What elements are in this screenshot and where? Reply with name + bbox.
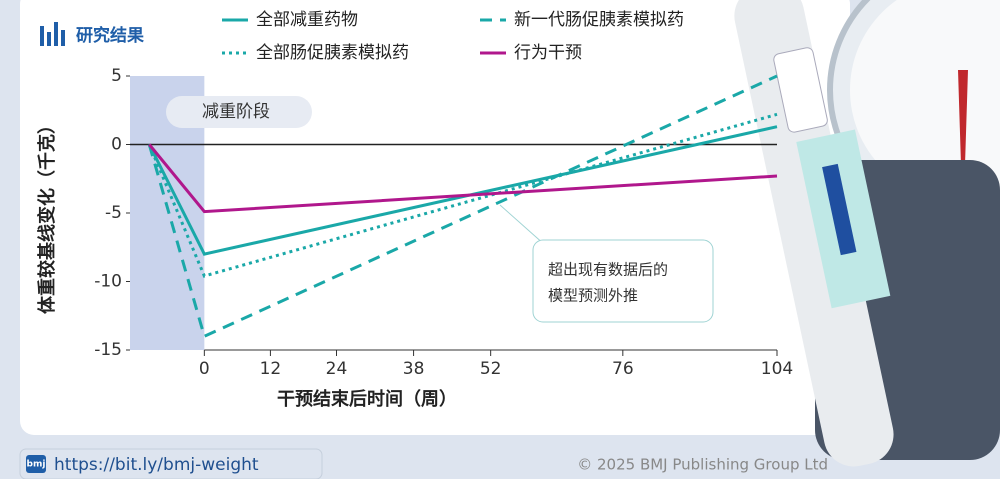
y-tick-label: -5 — [105, 203, 122, 223]
phase-label: 减重阶段 — [202, 102, 270, 122]
footer-logo-box — [26, 455, 46, 473]
header-icon — [40, 26, 44, 46]
series-line — [147, 112, 778, 278]
x-tick-label: 12 — [260, 359, 282, 379]
y-tick-label: -10 — [94, 272, 122, 292]
illustration — [734, 0, 1000, 467]
annotation-pointer — [499, 204, 546, 246]
extrapolation-label: 模型预测外推 — [548, 287, 638, 305]
footer-url[interactable]: https://bit.ly/bmj-weight — [54, 455, 259, 475]
x-tick-label: 38 — [403, 359, 425, 379]
header-icon — [47, 32, 51, 46]
x-tick-label: 76 — [612, 359, 634, 379]
series-line — [147, 74, 778, 339]
x-tick-label: 0 — [199, 359, 210, 379]
legend-label: 行为干预 — [514, 43, 582, 63]
footer-copyright: © 2025 BMJ Publishing Group Ltd — [577, 456, 828, 474]
x-tick-label: 24 — [326, 359, 348, 379]
legend-label: 新一代肠促胰素模拟药 — [514, 10, 684, 30]
legend-label: 全部减重药物 — [256, 10, 358, 30]
y-axis-label: 体重较基线变化（千克） — [36, 116, 58, 314]
series-line — [148, 143, 778, 214]
y-tick-label: 5 — [111, 66, 122, 86]
header-title: 研究结果 — [76, 25, 144, 46]
footer-logo: bmj — [27, 460, 46, 470]
header-icon — [61, 30, 65, 46]
y-tick-label: -15 — [94, 340, 122, 360]
extrapolation-label: 超出现有数据后的 — [548, 261, 668, 279]
x-tick-label: 52 — [480, 359, 502, 379]
y-tick-label: 0 — [111, 135, 122, 155]
header-icon — [54, 22, 58, 46]
x-axis-label: 干预结束后时间（周） — [277, 388, 457, 410]
phase-label-box — [166, 96, 312, 128]
legend-label: 全部肠促胰素模拟药 — [256, 43, 409, 63]
x-tick-label: 104 — [761, 359, 793, 379]
extrapolation-box — [532, 239, 714, 323]
url-box — [19, 448, 323, 479]
